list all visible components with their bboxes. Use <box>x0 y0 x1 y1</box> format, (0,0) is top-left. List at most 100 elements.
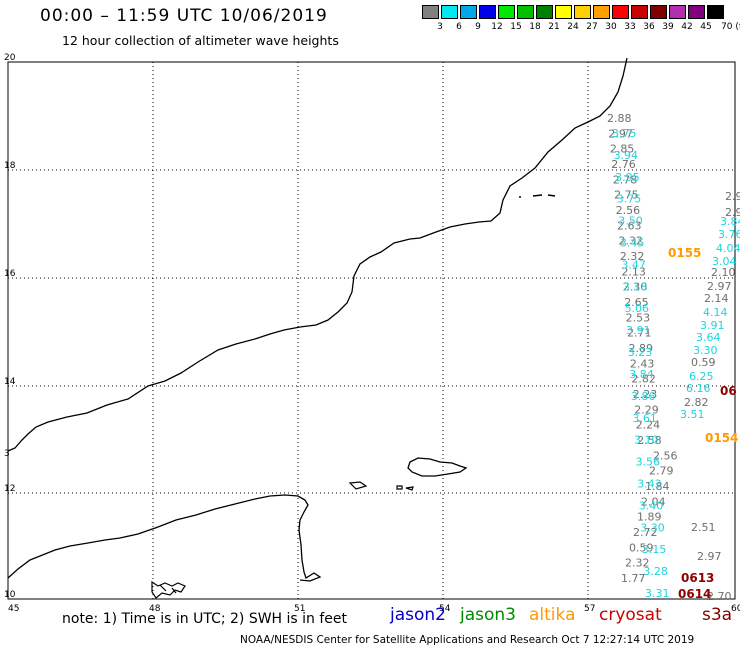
gray-track-value: 2.72 <box>633 526 658 539</box>
gray-track-value: 2.76 <box>611 158 636 171</box>
y-tick-label: 12 <box>4 484 15 494</box>
color-scale-label: 6 <box>456 22 462 32</box>
cyan-track-value: 5.06 <box>625 302 650 315</box>
y-tick-label: 10 <box>4 590 16 600</box>
cyan-track-value: 3.50 <box>618 215 643 228</box>
right-cyan-value: 3.04 <box>712 255 737 268</box>
islets-north <box>519 194 556 198</box>
right-cyan-value: 3.91 <box>700 319 725 332</box>
footer-credit: NOAA/NESDIS Center for Satellite Applica… <box>240 634 695 646</box>
color-swatch <box>422 5 439 19</box>
color-swatch <box>631 5 648 19</box>
cryosat-pass-id: 0613 <box>681 571 714 585</box>
color-swatch <box>650 5 667 19</box>
y-tick-label: 20 <box>4 53 16 63</box>
gray-track-value: 2.43 <box>630 357 655 370</box>
x-tick-label: 48 <box>149 604 161 614</box>
island-small-c <box>405 486 414 491</box>
gray-track-value: 2.85 <box>610 143 635 156</box>
color-scale-label: 9 <box>475 22 481 32</box>
map-frame <box>7 61 736 600</box>
right-cyan-value: 3.30 <box>693 344 718 357</box>
right-gray-value: 2.10 <box>711 266 736 279</box>
color-swatch <box>688 5 705 19</box>
y-tick-label: 18 <box>4 161 16 171</box>
y-edge-label: 3 <box>4 449 10 459</box>
color-swatch <box>517 5 534 19</box>
color-scale-label: 39 <box>662 22 674 32</box>
cyan-track-value: 3.31 <box>645 587 670 600</box>
cyan-track-value: 3.86 <box>631 390 656 403</box>
footer-note: note: 1) Time is in UTC; 2) SWH is in fe… <box>62 611 348 627</box>
cyan-track-value: 3.30 <box>640 521 665 534</box>
right-cyan-value: 3.64 <box>696 331 721 344</box>
legend-item-jason2: jason2 <box>390 605 446 625</box>
x-tick-label: 51 <box>294 604 305 614</box>
right-cyan-value: 3.76 <box>718 228 740 241</box>
gray-track-value: 2.32 <box>618 235 643 248</box>
cyan-track-value: 3.43 <box>637 477 662 490</box>
color-scale-label: 33 <box>624 22 636 32</box>
page-subtitle: 12 hour collection of altimeter wave hei… <box>62 33 339 48</box>
page-title: 00:00 – 11:59 UTC 10/06/2019 <box>40 6 328 26</box>
color-swatch <box>498 5 515 19</box>
color-scale-label: 42 <box>681 22 693 32</box>
gray-track-value: 2.79 <box>649 465 674 478</box>
right-cyan-value: 3.84 <box>720 215 740 228</box>
gray-track-value: 2.56 <box>616 204 641 217</box>
color-scale-label: 15 <box>510 22 522 32</box>
cyan-track-value: 3.94 <box>614 149 639 162</box>
right-cyan-value: 6.16 <box>686 382 711 395</box>
color-scale-label: 3 <box>437 22 443 32</box>
gray-track-value: 2.63 <box>617 219 642 232</box>
right-gray-value: 2.70 <box>707 590 732 603</box>
right-cyan-value: 4.14 <box>703 306 728 319</box>
color-scale-label: 45 <box>700 22 712 32</box>
cyan-track-value: 3.91 <box>626 324 651 337</box>
right-cyan-value: 3.51 <box>680 408 705 421</box>
gray-track-value: 2.89 <box>629 342 654 355</box>
gray-track-value: 2.97 <box>608 127 633 140</box>
altika-pass-id: 0155 <box>668 246 701 260</box>
legend-item-altika: altika <box>529 605 576 625</box>
color-scale-label: 36 <box>643 22 655 32</box>
cyan-track-value: 3.10 <box>634 434 659 447</box>
cyan-track-value: 3.61 <box>632 412 657 425</box>
gray-track-value: 2.32 <box>625 557 650 570</box>
right-gray-value: 2.97 <box>725 206 740 219</box>
mainland-coastline <box>7 57 628 452</box>
cyan-track-value: 3.18 <box>623 280 648 293</box>
color-scale-label: 21 <box>548 22 560 32</box>
southern-coastline <box>7 494 322 582</box>
color-swatch <box>574 5 591 19</box>
right-gray-value: 2.14 <box>704 292 729 305</box>
x-tick-label: 45 <box>8 604 19 614</box>
x-tick-label: 54 <box>439 604 451 614</box>
gray-track-value: 2.78 <box>613 173 638 186</box>
cyan-track-value: 3.28 <box>643 565 668 578</box>
cyan-track-value: 3.40 <box>639 499 664 512</box>
gray-track-value: 2.04 <box>641 495 666 508</box>
right-gray-value: 2.97 <box>697 550 722 563</box>
gray-track-value: 0.59 <box>629 541 654 554</box>
island-large <box>407 457 468 477</box>
color-swatch <box>536 5 553 19</box>
coastline <box>7 57 628 599</box>
gray-track-value: 2.30 <box>623 281 648 294</box>
axis-tick-labels: 45 48 51 54 57 60 20 18 16 14 12 10 3 <box>4 53 740 614</box>
legend-item-cryosat: cryosat <box>599 605 662 625</box>
right-gray-value: 2.97 <box>725 190 740 203</box>
x-tick-label: 60 <box>731 604 740 614</box>
gray-track-value: 2.13 <box>621 265 646 278</box>
gray-track-value: 1.77 <box>621 572 646 585</box>
color-scale-label: 12 <box>491 22 503 32</box>
gray-track-value: 2.75 <box>614 189 639 202</box>
color-swatch <box>707 5 724 19</box>
gray-track-value: 2.23 <box>633 388 658 401</box>
right-gray-value: 2.82 <box>684 396 709 409</box>
island-small-a <box>348 481 368 490</box>
right-cyan-value: 6.25 <box>689 370 714 383</box>
gray-track-value: 2.88 <box>607 112 632 125</box>
